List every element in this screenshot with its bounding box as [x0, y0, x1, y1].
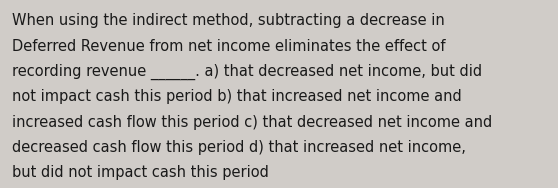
Text: increased cash flow this period c) that decreased net income and: increased cash flow this period c) that …	[12, 115, 493, 130]
Text: decreased cash flow this period d) that increased net income,: decreased cash flow this period d) that …	[12, 140, 466, 155]
Text: but did not impact cash this period: but did not impact cash this period	[12, 165, 269, 180]
Text: Deferred Revenue from net income eliminates the effect of: Deferred Revenue from net income elimina…	[12, 39, 446, 54]
Text: recording revenue ______. a) that decreased net income, but did: recording revenue ______. a) that decrea…	[12, 64, 483, 80]
Text: not impact cash this period b) that increased net income and: not impact cash this period b) that incr…	[12, 89, 462, 104]
Text: When using the indirect method, subtracting a decrease in: When using the indirect method, subtract…	[12, 13, 445, 28]
